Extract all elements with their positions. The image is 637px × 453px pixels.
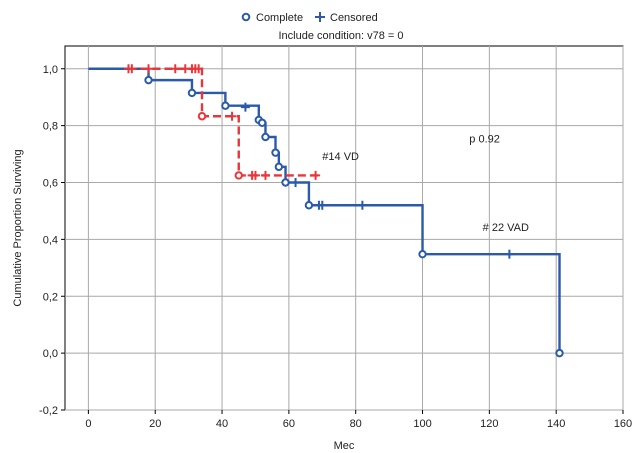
legend-censored-label: Censored [330, 12, 378, 24]
x-tick-label: 120 [480, 418, 498, 430]
plot-area [64, 45, 624, 411]
y-axis-label: Cumulative Proportion Surviving [12, 149, 24, 306]
complete-marker [281, 178, 290, 187]
censored-marker [127, 64, 137, 74]
complete-marker [304, 201, 314, 210]
x-tick-label: 0 [85, 418, 91, 430]
complete-marker [197, 112, 207, 121]
x-tick-label: 60 [283, 418, 295, 430]
x-tick-label: 100 [413, 418, 431, 430]
annotation-label: # 22 VAD [483, 222, 529, 234]
annotation-label: #14 VD [322, 151, 359, 163]
censored-marker [317, 200, 327, 210]
complete-marker [555, 348, 564, 358]
chart-subtitle: Include condition: v78 = 0 [278, 30, 403, 42]
complete-marker [274, 162, 284, 172]
complete-marker [271, 148, 280, 157]
censored-marker [311, 170, 321, 180]
censored-marker [227, 111, 237, 121]
complete-marker [261, 132, 270, 142]
x-tick-label: 140 [547, 418, 565, 430]
legend: Complete Censored [241, 12, 378, 24]
y-tick-label: 0,2 [43, 291, 58, 303]
complete-marker [257, 118, 267, 127]
censored-marker [194, 64, 204, 74]
legend-censored-marker [315, 12, 325, 22]
x-axis-label: Mec [334, 440, 355, 452]
axis-ticks: 0 20 40 60 80 100 120 140 160 -0,2 0,0 0,2 0,4 0,6 0,8… [39, 64, 632, 430]
y-tick-label: 1,0 [43, 64, 58, 76]
censored-marker [357, 200, 367, 210]
gridlines [65, 46, 624, 411]
complete-marker [418, 249, 427, 259]
censored-marker [170, 64, 180, 74]
annotations: #14 VD p 0.92 # 22 VAD [322, 134, 529, 234]
censored-marker [504, 249, 514, 259]
censored-marker [250, 170, 260, 180]
x-tick-label: 160 [614, 418, 632, 430]
y-tick-label: 0,4 [43, 234, 58, 246]
censored-marker [240, 102, 250, 112]
x-tick-label: 20 [149, 418, 161, 430]
censored-marker [291, 178, 301, 187]
complete-marker [187, 88, 197, 98]
complete-marker [144, 75, 153, 85]
x-tick-label: 40 [216, 418, 228, 430]
y-tick-label: 0,6 [43, 178, 58, 190]
y-tick-label: 0,0 [43, 348, 58, 360]
complete-marker [234, 171, 243, 180]
legend-complete-marker [241, 12, 251, 22]
legend-complete-label: Complete [256, 12, 303, 24]
y-tick-label: -0,2 [39, 405, 58, 417]
annotation-label: p 0.92 [469, 134, 500, 146]
complete-marker [221, 101, 230, 110]
x-tick-label: 80 [350, 418, 362, 430]
censored-marker [260, 170, 270, 180]
series-layer [88, 64, 564, 358]
censored-marker [144, 64, 154, 74]
y-tick-label: 0,8 [43, 121, 58, 133]
